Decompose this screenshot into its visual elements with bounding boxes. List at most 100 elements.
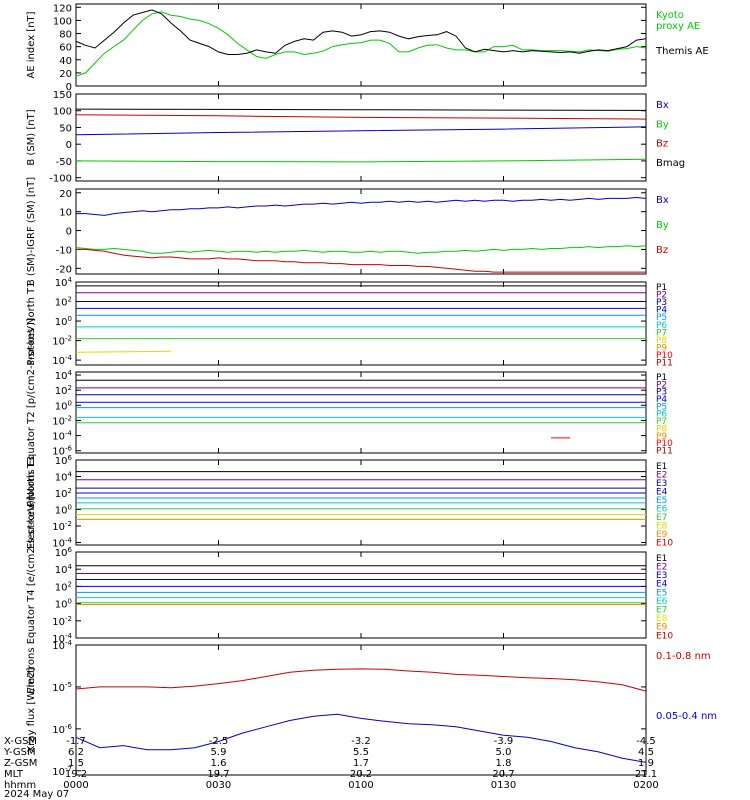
- legend-label: E10: [656, 631, 673, 641]
- legend-label: P8: [656, 424, 667, 434]
- y-tick-label: 100: [53, 107, 72, 118]
- panel-frame-protons_equator: [75, 371, 647, 454]
- legend-label: P11: [656, 447, 673, 457]
- y-tick-label: 10-6: [52, 445, 72, 458]
- legend-label: P5: [656, 402, 667, 412]
- legend-label: P8: [656, 336, 667, 346]
- footer-value: 1.8: [496, 758, 512, 769]
- panel-frame-bsm: [75, 93, 647, 182]
- y-axis-label: Protons Equator T2 [p/(cm2-s-sr-keV)]: [26, 318, 37, 507]
- y-tick-label: 10-2: [52, 414, 72, 427]
- y-tick-label: 10-4: [52, 632, 72, 645]
- legend-label: E5: [656, 588, 667, 598]
- legend-label: P11: [656, 358, 673, 368]
- legend-label: E3: [656, 479, 667, 489]
- y-tick-label: 102: [55, 296, 72, 309]
- legend-label: E3: [656, 571, 667, 581]
- series-line-p8: [75, 350, 172, 353]
- series-line-bx: [76, 196, 647, 216]
- legend-label: Bmag: [656, 158, 685, 169]
- y-tick-label: 10-6: [52, 723, 72, 736]
- y-tick-label: 102: [55, 580, 72, 593]
- series-line-themis-ae: [75, 9, 647, 55]
- legend-label: P2: [656, 380, 667, 390]
- footer-value: 6.2: [68, 747, 84, 758]
- footer-value: 4.5: [638, 747, 654, 758]
- footer-value: 19.2: [65, 769, 87, 780]
- y-tick-label: 100: [53, 16, 72, 27]
- y-tick-label: 106: [55, 546, 73, 559]
- series-line-0-05-0-4-nm: [75, 713, 647, 763]
- series-line-kyoto-proxy-ae: [75, 11, 647, 77]
- footer-value: -2.5: [209, 736, 229, 747]
- footer-value: 20.7: [492, 769, 514, 780]
- series-line-bx: [75, 126, 647, 136]
- y-axis-label: Electrons Equator T4 [e/(cm2-s-sr-keV)]: [26, 496, 37, 693]
- y-tick-label: 104: [55, 563, 73, 576]
- y-tick-label: 10: [59, 208, 72, 219]
- legend-label: proxy AE: [656, 21, 700, 32]
- y-tick-label: 106: [55, 454, 73, 467]
- footer-value: 0130: [491, 780, 516, 791]
- y-tick-label: 0: [66, 227, 72, 238]
- footer-value: 0000: [63, 780, 88, 791]
- y-tick-label: 60: [59, 43, 72, 54]
- legend-label: P4: [656, 395, 667, 405]
- y-tick-label: 100: [55, 504, 72, 517]
- legend-label: P1: [656, 283, 667, 293]
- y-tick-label: 102: [55, 384, 72, 397]
- legend-label: E1: [656, 554, 667, 564]
- footer-value: -1.7: [66, 736, 86, 747]
- y-tick-label: -20: [56, 264, 72, 275]
- footer-row-label: Y-GSM: [3, 747, 36, 758]
- y-tick-label: 20: [59, 69, 72, 80]
- footer-value: 1.9: [638, 758, 654, 769]
- y-tick-label: 10-7: [52, 765, 72, 778]
- legend-label: P3: [656, 298, 667, 308]
- y-tick-label: 100: [55, 598, 72, 611]
- legend-label: P10: [656, 439, 673, 449]
- footer-value: -3.2: [351, 736, 371, 747]
- footer-value: 20.2: [350, 769, 372, 780]
- y-tick-label: 10-4: [52, 537, 72, 550]
- y-tick-label: 10-5: [52, 681, 72, 694]
- y-tick-label: 120: [53, 3, 72, 14]
- y-tick-label: 100: [55, 315, 72, 328]
- legend-label: P6: [656, 321, 667, 331]
- y-tick-label: 100: [55, 399, 72, 412]
- legend-label: P1: [656, 373, 667, 383]
- y-tick-label: 50: [59, 123, 72, 134]
- y-tick-label: 104: [55, 471, 73, 484]
- legend-label: P3: [656, 388, 667, 398]
- y-tick-label: 150: [53, 90, 72, 101]
- legend-label: E1: [656, 462, 667, 472]
- legend-label: E10: [656, 538, 673, 548]
- legend-label: E4: [656, 487, 668, 497]
- series-line-bz: [76, 248, 646, 273]
- legend-label: P2: [656, 291, 667, 301]
- panel-frame-electrons_equator: [75, 551, 647, 639]
- legend-label: P9: [656, 432, 667, 442]
- footer-row-label: hhmm: [4, 780, 36, 791]
- footer-value: 5.9: [211, 747, 227, 758]
- series-line-bz: [75, 114, 647, 120]
- legend-label: E7: [656, 513, 667, 523]
- legend-label: E6: [656, 597, 668, 607]
- footer-row-label: X-GSM: [4, 736, 37, 747]
- legend-label: Bz: [656, 139, 668, 150]
- y-tick-label: 10-4: [52, 430, 72, 443]
- panel-frame-bdiff: [75, 188, 647, 275]
- y-tick-label: 10-4: [52, 639, 72, 652]
- footer-value: 1.7: [353, 758, 369, 769]
- footer-value: -4.5: [636, 736, 656, 747]
- y-tick-label: 0: [66, 140, 72, 151]
- legend-label: P4: [656, 306, 667, 316]
- panel-frame-protons_north: [75, 281, 647, 366]
- footer-value: 1.5: [68, 758, 84, 769]
- y-tick-label: -100: [49, 174, 72, 185]
- legend-label: E9: [656, 623, 668, 633]
- legend-label: E8: [656, 521, 668, 531]
- y-tick-label: 104: [55, 369, 73, 382]
- series-line-by: [75, 245, 647, 254]
- footer-row-label: MLT: [4, 769, 24, 780]
